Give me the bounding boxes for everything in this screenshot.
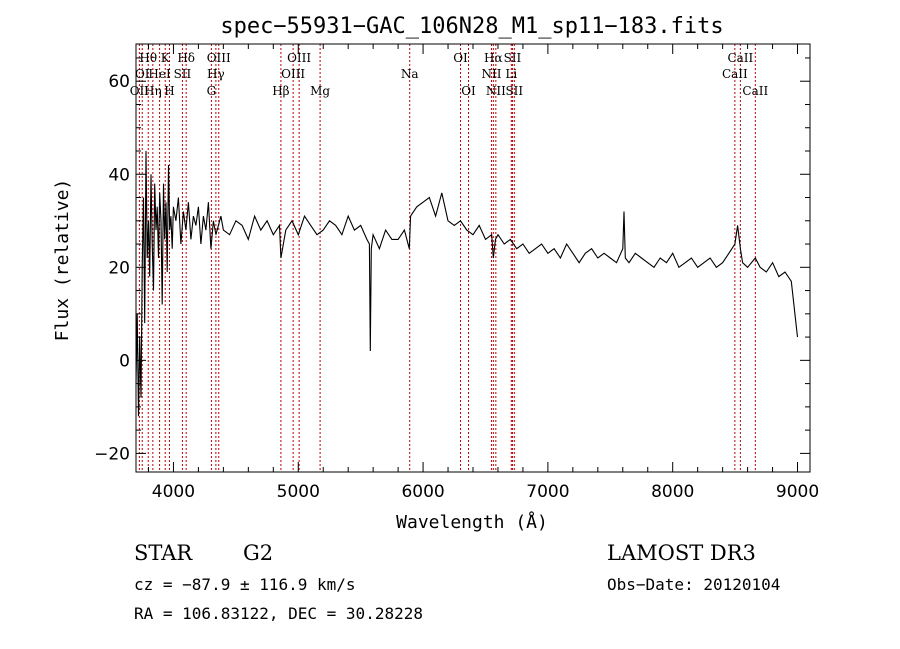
line-marker-label-5: K (161, 51, 171, 65)
coordinates: RA = 106.83122, DEC = 30.28228 (134, 604, 423, 623)
line-marker-label-13: OIII (281, 67, 305, 81)
x-tick-label-0: 4000 (152, 482, 195, 502)
spectrum-flux-line (135, 150, 799, 417)
line-marker-label-18: OI (461, 84, 476, 98)
axis-ticks (136, 44, 810, 472)
x-tick-label-4: 8000 (651, 482, 694, 502)
line-marker-label-12: Hβ (272, 84, 289, 98)
y-tick-label-0: −20 (94, 444, 130, 464)
x-tick-label-2: 6000 (401, 482, 444, 502)
line-marker-label-1: OI (135, 67, 150, 81)
survey-name: LAMOST DR3 (607, 541, 756, 565)
line-marker-label-22: Li (505, 67, 517, 81)
line-marker-label-23: SII (504, 51, 522, 65)
line-marker-label-25: CaII (722, 67, 748, 81)
line-marker-label-2: Hθ (139, 51, 157, 65)
x-axis-label: Wavelength (Å) (396, 511, 548, 533)
line-marker-label-9: G (207, 84, 217, 98)
line-marker-label-4: HeI (148, 67, 171, 81)
line-marker-label-0: OII (130, 84, 150, 98)
line-marker-label-10: Hγ (207, 67, 225, 81)
plot-frame (135, 43, 811, 473)
line-marker-label-7: SII (174, 67, 192, 81)
line-marker-label-19: NII (481, 67, 501, 81)
x-tick-label-5: 9000 (776, 482, 819, 502)
line-marker-label-3: Hη (144, 84, 162, 98)
line-marker-label-8: Hδ (177, 51, 195, 65)
object-class: STAR (134, 541, 193, 565)
y-tick-label-4: 60 (108, 72, 130, 92)
y-tick-label-3: 40 (108, 165, 130, 185)
observation-date: Obs−Date: 20120104 (607, 575, 780, 594)
line-marker-label-14: OIII (287, 51, 311, 65)
line-marker-label-21: NII (486, 84, 506, 98)
chart-title: spec−55931−GAC_106N28_M1_sp11−183.fits (220, 14, 723, 39)
y-tick-label-1: 0 (119, 351, 130, 371)
line-marker-label-26: CaII (727, 51, 753, 65)
x-tick-label-3: 7000 (526, 482, 569, 502)
y-tick-label-2: 20 (108, 258, 130, 278)
spectral-line-markers (138, 44, 756, 472)
object-subclass: G2 (243, 541, 273, 565)
x-tick-label-1: 5000 (277, 482, 320, 502)
axis-tick-labels: 4000 5000 6000 7000 8000 9000 −20 0 20 40 60 (94, 72, 819, 502)
y-axis-label: Flux (relative) (52, 179, 73, 342)
line-marker-label-15: Mg (310, 84, 330, 98)
line-marker-label-17: OI (453, 51, 468, 65)
line-marker-label-11: OIII (207, 51, 231, 65)
spectral-line-labels: OIIOIHθHηHeIKHSIIHδGHγOIIIHβOIIIOIIIMgNa… (130, 51, 769, 98)
redshift-cz: cz = −87.9 ± 116.9 km/s (134, 575, 356, 594)
line-marker-label-16: Na (401, 67, 419, 81)
line-marker-label-24: SII (505, 84, 523, 98)
line-marker-label-20: Hα (484, 51, 503, 65)
line-marker-label-27: CaII (742, 84, 768, 98)
line-marker-label-6: H (164, 84, 174, 98)
